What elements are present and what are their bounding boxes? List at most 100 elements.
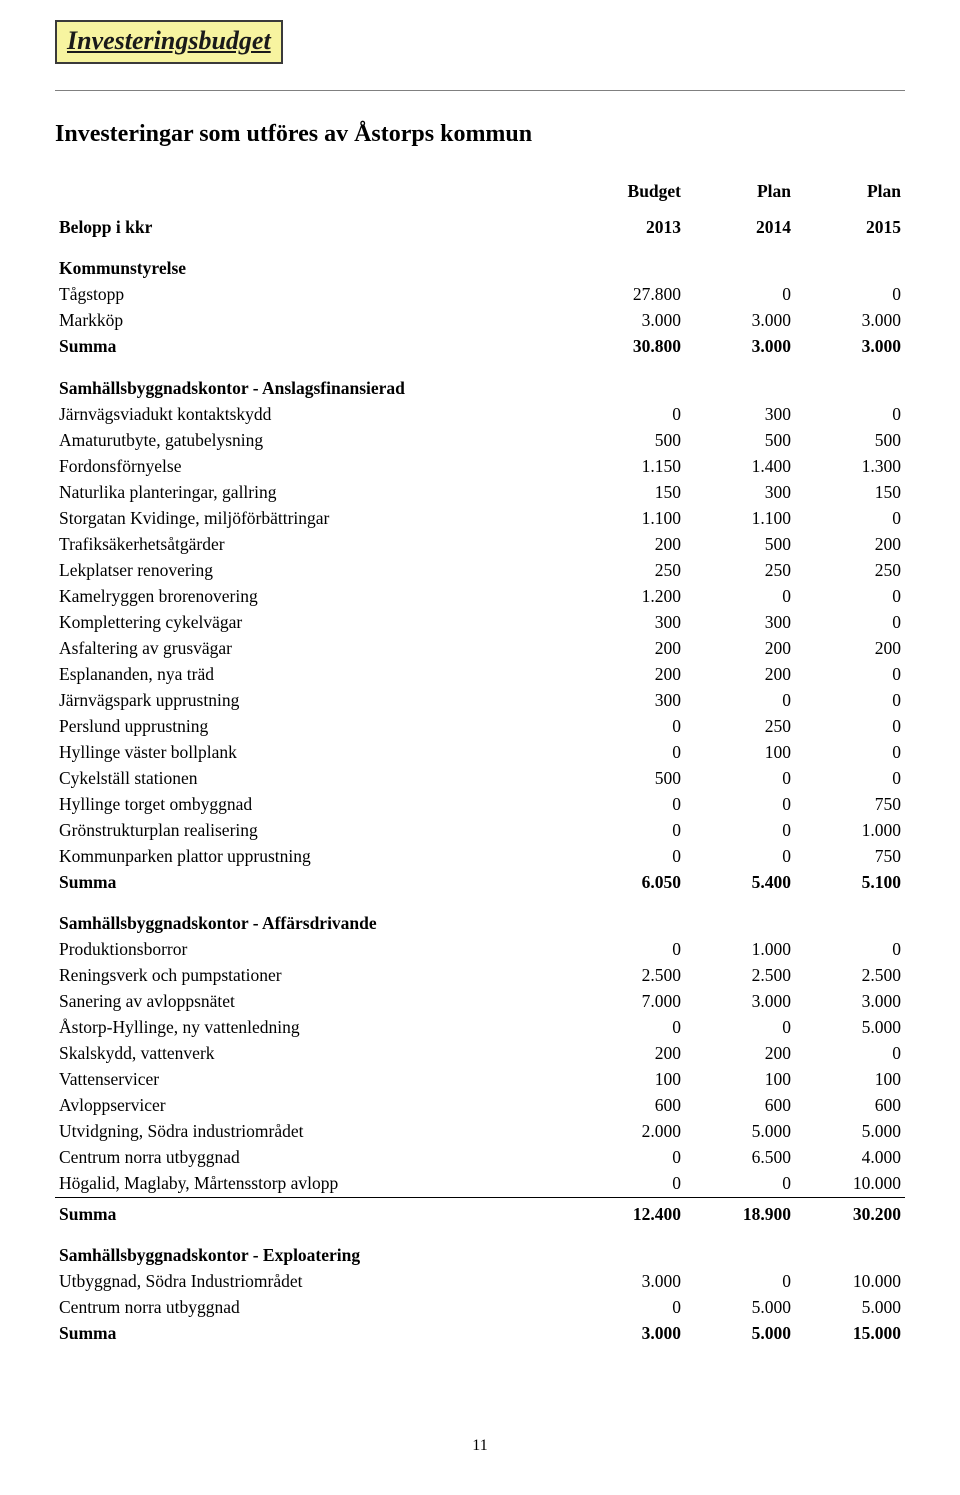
cell: 0 [575,713,685,739]
cell: 100 [685,1067,795,1093]
cell: 0 [685,687,795,713]
cell: 300 [575,687,685,713]
col-header-plan2: Plan [795,178,905,204]
page-number: 11 [55,1437,905,1455]
cell: 300 [685,401,795,427]
cell: 250 [685,557,795,583]
sum-row: Summa 30.800 3.000 3.000 [55,334,905,360]
table-row: Markköp 3.000 3.000 3.000 [55,308,905,334]
cell: 0 [795,505,905,531]
cell: 200 [575,635,685,661]
cell: 7.000 [575,989,685,1015]
cell: 0 [685,282,795,308]
table-row: Högalid, Maglaby, Mårtensstorp avlopp001… [55,1171,905,1198]
section-name: Samhällsbyggnadskontor - Affärsdrivande [55,895,905,937]
cell: 0 [685,791,795,817]
cell: 200 [795,531,905,557]
title-box: Investeringsbudget [55,20,283,64]
cell: 600 [685,1093,795,1119]
row-label: Cykelställ stationen [55,765,575,791]
row-label: Markköp [55,308,575,334]
row-label: Fordonsförnyelse [55,453,575,479]
section-name: Samhällsbyggnadskontor - Anslagsfinansie… [55,360,905,402]
row-label: Kamelryggen brorenovering [55,583,575,609]
cell: 0 [575,1295,685,1321]
sum-cell: 5.400 [685,869,795,895]
cell: 150 [795,479,905,505]
cell: 100 [685,739,795,765]
row-label: Vattenservicer [55,1067,575,1093]
row-label: Högalid, Maglaby, Mårtensstorp avlopp [55,1171,575,1198]
table-row: Storgatan Kvidinge, miljöförbättringar 1.… [55,505,905,531]
cell: 200 [575,531,685,557]
table-row: Hyllinge torget ombyggnad00750 [55,791,905,817]
horizontal-rule [55,90,905,91]
table-row: Trafiksäkerhetsåtgärder200500200 [55,531,905,557]
table-row: Amaturutbyte, gatubelysning500500500 [55,427,905,453]
table-row: Perslund upprustning02500 [55,713,905,739]
cell: 0 [685,1015,795,1041]
cell: 0 [795,937,905,963]
cell: 0 [575,401,685,427]
cell: 500 [685,531,795,557]
cell: 1.400 [685,453,795,479]
table-row: Asfaltering av grusvägar200200200 [55,635,905,661]
cell: 5.000 [685,1295,795,1321]
row-label: Amaturutbyte, gatubelysning [55,427,575,453]
cell: 1.300 [795,453,905,479]
cell: 250 [575,557,685,583]
row-label: Tågstopp [55,282,575,308]
col-header-plan1: Plan [685,178,795,204]
row-label: Storgatan Kvidinge, miljöförbättringar [55,505,575,531]
sum-label: Summa [55,1321,575,1347]
cell: 500 [795,427,905,453]
cell: 3.000 [575,1269,685,1295]
row-label: Skalskydd, vattenverk [55,1041,575,1067]
table-row: Järnvägsviadukt kontaktskydd03000 [55,401,905,427]
table-row: Grönstrukturplan realisering001.000 [55,817,905,843]
cell: 0 [685,765,795,791]
sum-cell: 30.200 [795,1197,905,1227]
table-row: Sanering av avloppsnätet7.0003.0003.000 [55,989,905,1015]
row-label: Hyllinge väster bollplank [55,739,575,765]
table-row: Cykelställ stationen50000 [55,765,905,791]
row-label: Järnvägspark upprustning [55,687,575,713]
year-c0: 2013 [575,214,685,240]
table-row: Avloppservicer600600600 [55,1093,905,1119]
cell: 0 [795,661,905,687]
row-label: Naturlika planteringar, gallring [55,479,575,505]
table-row: Kamelryggen brorenovering1.20000 [55,583,905,609]
section-header: Samhällsbyggnadskontor - Anslagsfinansie… [55,360,905,402]
row-label: Avloppservicer [55,1093,575,1119]
sum-cell: 3.000 [575,1321,685,1347]
row-label: Åstorp-Hyllinge, ny vattenledning [55,1015,575,1041]
sum-cell: 6.050 [575,869,685,895]
sum-cell: 12.400 [575,1197,685,1227]
table-row: Järnvägspark upprustning30000 [55,687,905,713]
cell: 1.100 [685,505,795,531]
cell: 0 [795,1041,905,1067]
cell: 0 [575,739,685,765]
sum-cell: 18.900 [685,1197,795,1227]
sum-cell: 5.100 [795,869,905,895]
sum-label: Summa [55,334,575,360]
sum-cell: 30.800 [575,334,685,360]
cell: 300 [575,609,685,635]
page-subtitle: Investeringar som utföres av Åstorps kom… [55,121,905,148]
table-row: Utbyggnad, Södra Industriområdet3.000010… [55,1269,905,1295]
row-label: Utbyggnad, Södra Industriområdet [55,1269,575,1295]
cell: 0 [685,1171,795,1198]
cell: 0 [575,1171,685,1198]
table-row: Åstorp-Hyllinge, ny vattenledning005.000 [55,1015,905,1041]
column-header-row: Budget Plan Plan [55,178,905,204]
sum-cell: 3.000 [795,334,905,360]
cell: 250 [795,557,905,583]
cell: 300 [685,479,795,505]
col-header-blank [55,178,575,204]
years-row: Belopp i kkr 2013 2014 2015 [55,214,905,240]
cell: 150 [575,479,685,505]
cell: 3.000 [795,308,905,334]
sum-row: Summa 6.050 5.400 5.100 [55,869,905,895]
sum-row: Summa 12.400 18.900 30.200 [55,1197,905,1227]
table-row: Centrum norra utbyggnad06.5004.000 [55,1145,905,1171]
